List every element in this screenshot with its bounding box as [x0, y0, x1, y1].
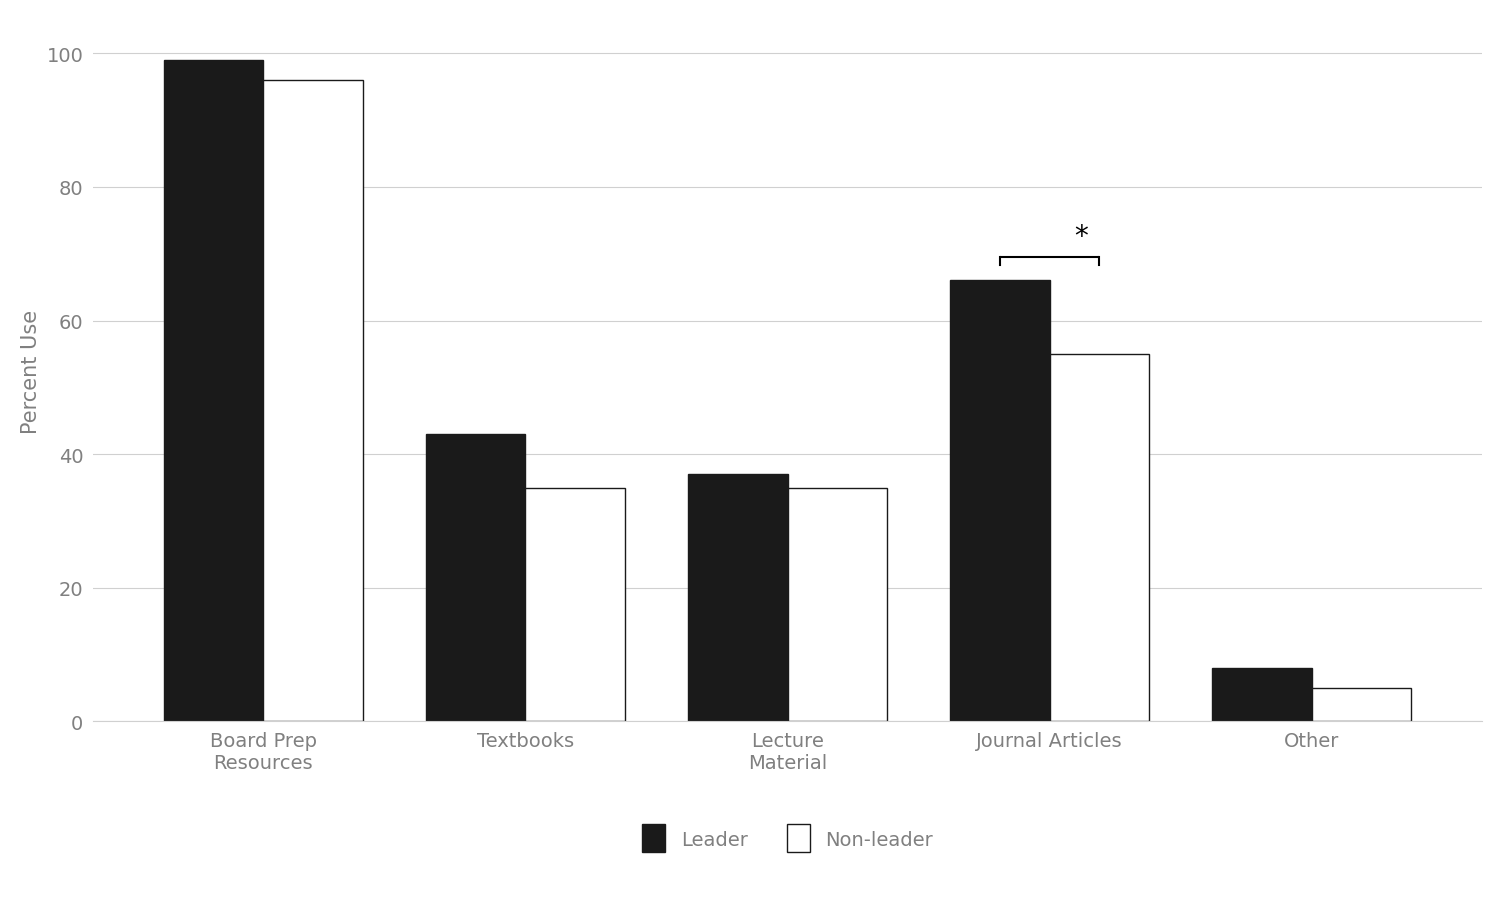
- Y-axis label: Percent Use: Percent Use: [21, 309, 41, 433]
- Bar: [1213, 668, 1312, 722]
- Bar: [788, 488, 887, 722]
- Bar: [526, 488, 625, 722]
- Bar: [164, 60, 263, 722]
- Bar: [425, 435, 526, 722]
- Text: *: *: [1075, 223, 1088, 251]
- Bar: [688, 474, 788, 722]
- Bar: [950, 281, 1049, 722]
- Bar: [263, 81, 362, 722]
- Bar: [1312, 688, 1411, 722]
- Legend: Leader, Non-leader: Leader, Non-leader: [642, 824, 933, 852]
- Bar: [1049, 354, 1150, 722]
